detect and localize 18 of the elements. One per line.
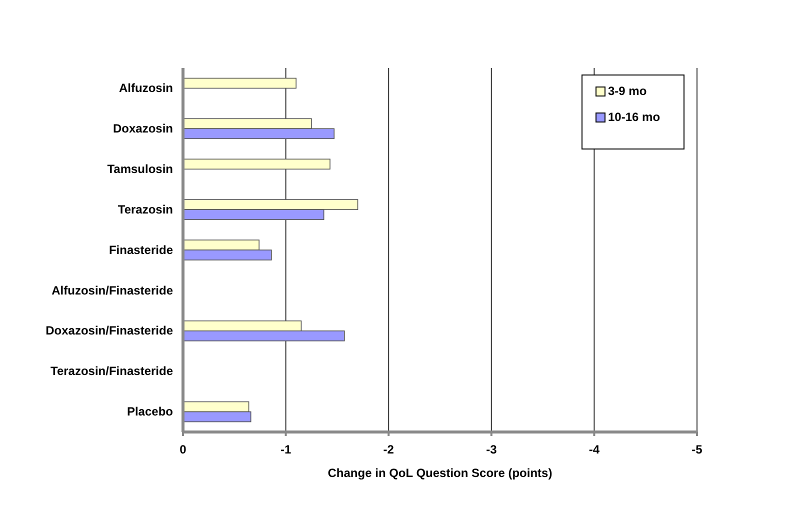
- y-tick-label: Finasteride: [108, 242, 174, 257]
- y-tick-label: Terazosin: [118, 202, 173, 216]
- x-tick-label: -4: [588, 442, 600, 456]
- x-tick-label: -2: [383, 442, 394, 456]
- y-tick-label: Doxazosin/Finasteride: [46, 324, 174, 338]
- y-tick-label: Terazosin/Finasteride: [50, 364, 174, 378]
- y-tick-label: Doxazosin: [112, 122, 173, 136]
- x-tick-label: -1: [280, 442, 292, 456]
- y-tick-label: Tamsulosin: [107, 162, 173, 176]
- y-tick-label: Placebo: [126, 404, 173, 419]
- x-axis-title: Change in QoL Question Score (points): [328, 466, 552, 480]
- legend-label: 10-16 mo: [608, 110, 660, 124]
- x-tick-label: 0: [180, 442, 187, 456]
- y-tick-label: Alfuzosin: [119, 81, 173, 96]
- legend-label: 3-9 mo: [608, 84, 647, 98]
- x-tick-label: -3: [486, 442, 498, 456]
- y-tick-label: Alfuzosin/Finasteride: [52, 283, 174, 298]
- x-tick-label: -5: [692, 442, 703, 456]
